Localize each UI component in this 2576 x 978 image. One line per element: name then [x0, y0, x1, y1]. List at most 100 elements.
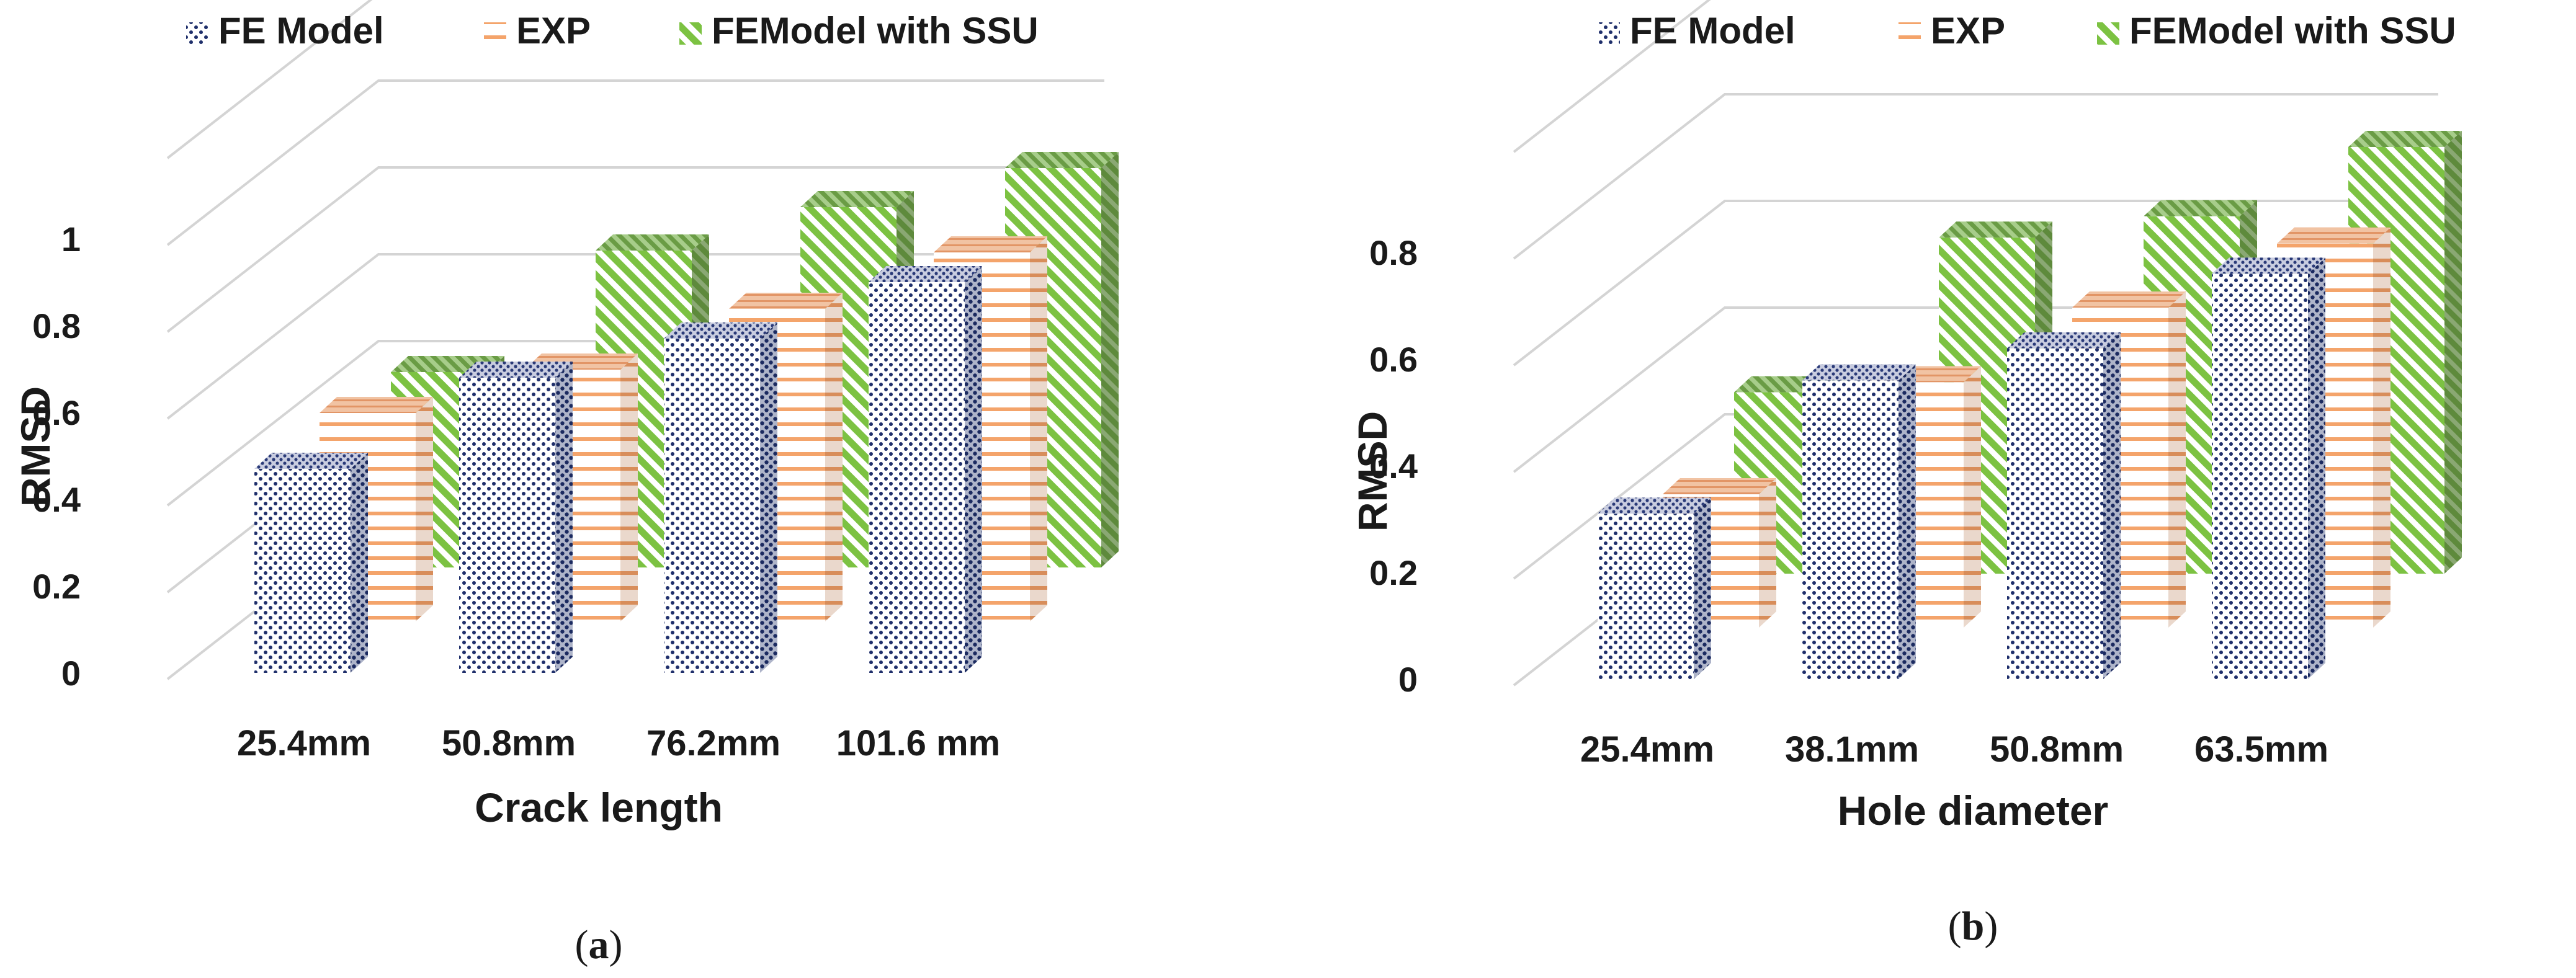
y-tick-label: 0.6	[1369, 340, 1418, 379]
y-tick-label: 0.2	[1369, 553, 1418, 592]
bar-front	[254, 469, 351, 673]
bar-top	[2348, 131, 2462, 147]
panel-caption: (a)	[575, 922, 623, 967]
bar-top	[1005, 152, 1119, 168]
chart-panel-b: 0 0.2 0.4 0.6 0.8 25.4mm 38.1mm 50.8mm 63.5mm Hol…	[1349, 0, 2462, 949]
bar-top	[596, 234, 709, 251]
bar-dots	[2212, 257, 2325, 679]
bar-side	[620, 353, 638, 621]
gridline	[1513, 0, 1711, 153]
bar-side	[825, 293, 843, 621]
bar-top	[459, 362, 573, 378]
bar-front	[1802, 380, 1898, 679]
bar-side	[416, 397, 433, 621]
legend-item-hlines: EXP	[1898, 10, 2005, 51]
y-axis-title: RMSD	[12, 386, 58, 507]
bar-front	[869, 282, 965, 673]
x-tick-label: 63.5mm	[2194, 729, 2328, 770]
bar-top	[2212, 257, 2325, 274]
bar-side	[1694, 497, 1711, 679]
bar-side	[760, 322, 777, 673]
bar-top	[2277, 227, 2390, 244]
legend-item-hlines: EXP	[484, 10, 591, 51]
bar-side	[1898, 364, 1916, 679]
gridline	[166, 166, 1104, 333]
x-axis-title: Hole diameter	[1838, 788, 2108, 834]
bar-top	[869, 266, 982, 282]
legend-label: EXP	[516, 10, 591, 51]
bar-side	[555, 362, 573, 673]
bar-top	[2144, 200, 2257, 216]
legend-label: FE Model	[218, 10, 384, 51]
bar-dots	[459, 362, 573, 673]
legend-item-dots: FE Model	[1598, 10, 1796, 51]
panel-caption-letter: b	[1962, 904, 1985, 949]
y-tick-label: 0.8	[1369, 233, 1418, 272]
bar-top	[800, 191, 914, 207]
bar-dots	[254, 453, 368, 673]
legend-swatch	[2097, 22, 2119, 45]
y-tick-label: 0.6	[32, 393, 81, 432]
legend-label: EXP	[1931, 10, 2005, 51]
panel-caption: (b)	[1948, 904, 1998, 949]
legend-swatch	[484, 22, 506, 45]
chart-panel-a: 0 0.2 0.4 0.6 0.8 1 25.4mm 50.8mm 76.2mm 101.6 mm…	[12, 0, 1119, 967]
bar-top	[1939, 221, 2052, 238]
bar-top	[2072, 291, 2186, 308]
legend-swatch	[186, 22, 208, 45]
bar-top	[1802, 364, 1916, 381]
bar-front	[1598, 513, 1694, 679]
bar-front	[459, 378, 555, 673]
bar-dots	[2007, 332, 2121, 679]
bar-top	[934, 236, 1047, 252]
bar-dots	[1598, 497, 1711, 679]
bar-side	[2308, 257, 2325, 679]
x-tick-label: 25.4mm	[237, 723, 371, 763]
bar-side	[2373, 227, 2390, 628]
bar-dots	[664, 322, 777, 673]
bar-top	[2007, 332, 2121, 349]
legend-item-diag: FEModel with SSU	[2097, 10, 2456, 51]
bar-top	[1663, 478, 1776, 494]
bar-side	[2168, 291, 2186, 628]
y-tick-label: 0	[61, 654, 81, 693]
x-tick-label: 25.4mm	[1580, 729, 1714, 770]
gridline	[166, 0, 373, 159]
x-tick-label: 101.6 mm	[836, 723, 1000, 763]
bar-side	[1964, 366, 1981, 628]
panel-caption-letter: a	[589, 922, 609, 967]
bar-front	[664, 339, 760, 673]
bar-top	[664, 322, 777, 339]
y-tick-label: 0.4	[32, 480, 81, 519]
y-tick-label: 0.2	[32, 567, 81, 606]
bar-dots	[1802, 364, 1916, 679]
bar-front	[2212, 273, 2308, 679]
x-tick-label: 38.1mm	[1785, 729, 1919, 770]
legend-swatch	[1598, 22, 1620, 45]
bar-side	[351, 453, 368, 673]
x-tick-label: 50.8mm	[1990, 729, 2124, 770]
legend-label: FE Model	[1630, 10, 1796, 51]
bar-top	[1598, 497, 1711, 514]
legend-swatch	[679, 22, 702, 45]
x-tick-label: 76.2mm	[646, 723, 780, 763]
x-axis-title: Crack length	[475, 785, 723, 830]
bar-front	[2007, 348, 2103, 679]
x-tick-label: 50.8mm	[442, 723, 576, 763]
bar-top	[254, 453, 368, 469]
y-tick-label: 1	[61, 220, 81, 259]
gridline	[1513, 93, 2438, 260]
y-tick-label: 0.8	[32, 306, 81, 345]
bar-top	[320, 397, 433, 413]
bar-side	[2103, 332, 2121, 679]
bar-side	[1030, 236, 1047, 621]
bar-side	[2444, 131, 2462, 574]
legend-label: FEModel with SSU	[2129, 10, 2456, 51]
legend-item-dots: FE Model	[186, 10, 384, 51]
bar-side	[1759, 478, 1776, 628]
legend-label: FEModel with SSU	[712, 10, 1039, 51]
bar-side	[1101, 152, 1119, 567]
legend-swatch	[1898, 22, 1921, 45]
y-axis-title: RMSD	[1349, 411, 1395, 531]
